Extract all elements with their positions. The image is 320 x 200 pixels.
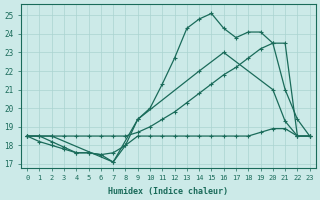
X-axis label: Humidex (Indice chaleur): Humidex (Indice chaleur) bbox=[108, 187, 228, 196]
